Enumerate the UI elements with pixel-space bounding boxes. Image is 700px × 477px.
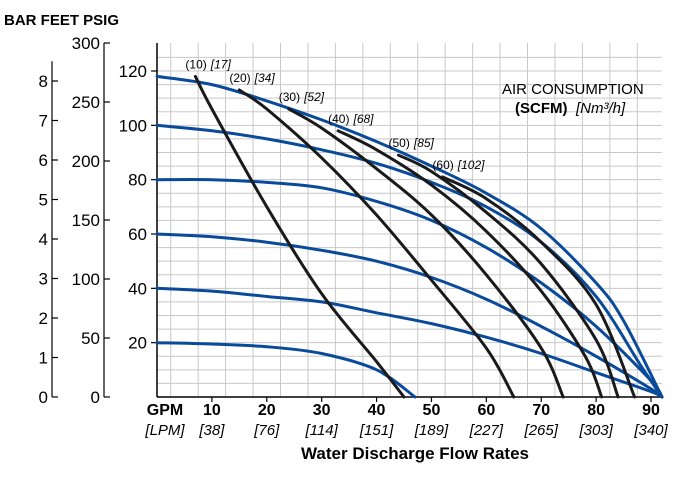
x-gpm-tick-label: 50 [423,402,441,419]
psig-tick-label: 100 [119,116,147,135]
x-gpm-tick-label: 30 [313,402,331,419]
x-lpm-tick-label: [303] [578,422,613,439]
discharge-curve-120-psig [155,74,664,399]
plot-frame [156,43,662,398]
air-label-nm3h: [85] [413,136,435,150]
air-label-scfm: (20) [229,71,250,85]
feet-tick-label: 300 [72,34,100,53]
x-lpm-tick-label: [189] [414,422,449,439]
psig-tick-label: 120 [119,62,147,81]
air-label-nm3h: [68] [352,112,374,126]
bar-tick-label: 0 [39,388,48,407]
bar-tick-label: 5 [39,191,48,210]
x-lpm-tick-label: [38] [198,422,225,439]
air-label-scfm: (40) [328,112,349,126]
x-gpm-label: GPM [147,402,183,419]
x-gpm-tick-label: 70 [532,402,550,419]
air-label-nm3h: [34] [254,71,276,85]
air-label-scfm: (60) [432,158,453,172]
x-gpm-tick-label: 40 [368,402,386,419]
feet-tick-label: 200 [72,152,100,171]
units-header: BAR FEET PSIG [4,12,119,29]
air-label-nm3h: [17] [210,57,232,71]
air-curve-20-34 [237,88,516,399]
discharge-curve-100-psig [155,123,664,399]
air-curve-60-102 [440,175,637,399]
legend-nm3h: [Nm³/h] [575,100,626,117]
air-label-40: (40) [68] [328,112,374,126]
bar-tick-label: 2 [39,309,48,328]
legend-title: AIR CONSUMPTION [502,81,644,98]
x-gpm-tick-label: 20 [258,402,276,419]
x-axis: GPM [LPM] 10 [38] 20 [76] 30 [114] 40 [151] 50 [189… [144,397,669,439]
x-lpm-tick-label: [151] [359,422,394,439]
feet-tick-label: 100 [72,270,100,289]
bar-tick-label: 4 [39,230,48,249]
feet-tick-label: 150 [72,211,100,230]
series-lines [155,74,664,399]
feet-tick-label: 0 [91,388,100,407]
air-curve-40-68 [336,129,604,399]
x-lpm-tick-label: [227] [469,422,504,439]
feet-tick-label: 50 [81,329,100,348]
y-axes: 0123456780501001502002503002040608010012… [39,34,157,407]
legend-units: (SCFM) [Nm³/h] [515,100,626,117]
air-curve-30-52 [287,107,565,399]
psig-tick-label: 20 [128,334,147,353]
legend-scfm: (SCFM) [515,100,568,117]
feet-tick-label: 250 [72,93,100,112]
air-label-60: (60) [102] [432,158,485,172]
x-axis-title: Water Discharge Flow Rates [301,444,529,463]
air-label-scfm: (10) [185,57,206,71]
x-lpm-tick-label: [76] [253,422,280,439]
x-lpm-tick-label: [114] [305,422,339,439]
bar-tick-label: 7 [39,112,48,131]
legend-box: AIR CONSUMPTION (SCFM) [Nm³/h] [502,81,644,117]
bar-tick-label: 3 [39,270,48,289]
x-lpm-label: [LPM] [144,422,185,439]
air-label-10: (10) [17] [185,57,231,71]
x-lpm-tick-label: [340] [633,422,668,439]
x-lpm-tick-label: [265] [524,422,559,439]
x-gpm-tick-label: 80 [587,402,605,419]
air-label-nm3h: [52] [303,90,325,104]
air-label-20: (20) [34] [229,71,275,85]
air-label-scfm: (30) [279,90,300,104]
air-label-50: (50) [85] [389,136,435,150]
air-label-nm3h: [102] [457,158,485,172]
air-consumption-labels: (10) [17](20) [34](30) [52](40) [68] (50) [85]… [185,57,485,172]
air-curve-50-85 [397,153,620,399]
discharge-curve-20-psig [155,341,417,399]
psig-tick-label: 40 [128,279,147,298]
x-gpm-tick-label: 60 [477,402,495,419]
air-label-30: (30) [52] [279,90,325,104]
x-gpm-tick-label: 90 [642,402,660,419]
psig-tick-label: 80 [128,171,147,190]
air-label-scfm: (50) [389,136,410,150]
bar-tick-label: 1 [39,349,48,368]
x-gpm-tick-label: 10 [203,402,221,419]
bar-tick-label: 8 [39,72,48,91]
plot-grid [157,43,662,397]
bar-tick-label: 6 [39,151,48,170]
psig-tick-label: 60 [128,225,147,244]
air-curve-10-17 [193,74,406,399]
discharge-curve-60-psig [155,232,664,399]
